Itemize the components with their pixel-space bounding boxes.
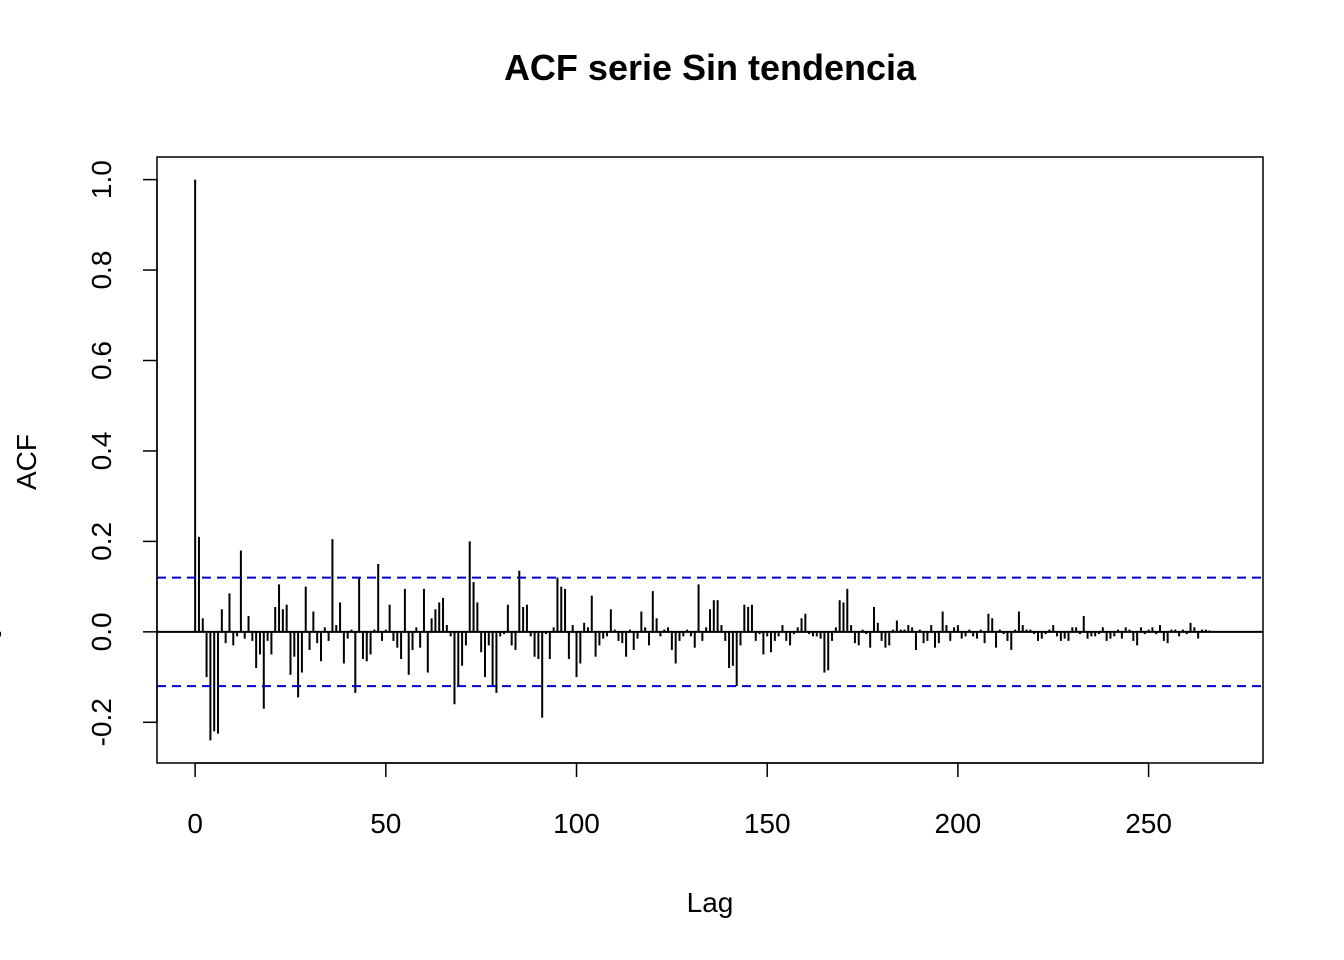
y-tick-label: 1.0 — [86, 160, 117, 199]
y-tick-label: 0.0 — [86, 612, 117, 651]
y-axis: -0.2 0.0 0.2 0.4 0.6 0.8 1.0 — [86, 160, 158, 746]
chart-title: ACF serie Sin tendencia — [504, 47, 917, 88]
x-tick-label: 0 — [187, 808, 203, 839]
plot-frame — [156, 156, 1264, 764]
reference-lines — [157, 576, 1263, 688]
y-tick-label: 0.4 — [86, 431, 117, 470]
y-tick-label: 0.2 — [86, 522, 117, 561]
y-tick-label: 0.6 — [86, 341, 117, 380]
x-axis: 0 50 100 150 200 250 — [187, 762, 1172, 839]
y-axis-label: ACF — [11, 434, 42, 490]
y-tick-label: 0.8 — [86, 251, 117, 290]
x-tick-label: 100 — [553, 808, 600, 839]
x-axis-label: Lag — [687, 887, 734, 918]
x-tick-label: 200 — [935, 808, 982, 839]
y-tick-label: -0.2 — [86, 698, 117, 746]
x-tick-label: 250 — [1125, 808, 1172, 839]
acf-bars — [0, 179, 1211, 741]
x-tick-label: 50 — [370, 808, 401, 839]
x-tick-label: 150 — [744, 808, 791, 839]
